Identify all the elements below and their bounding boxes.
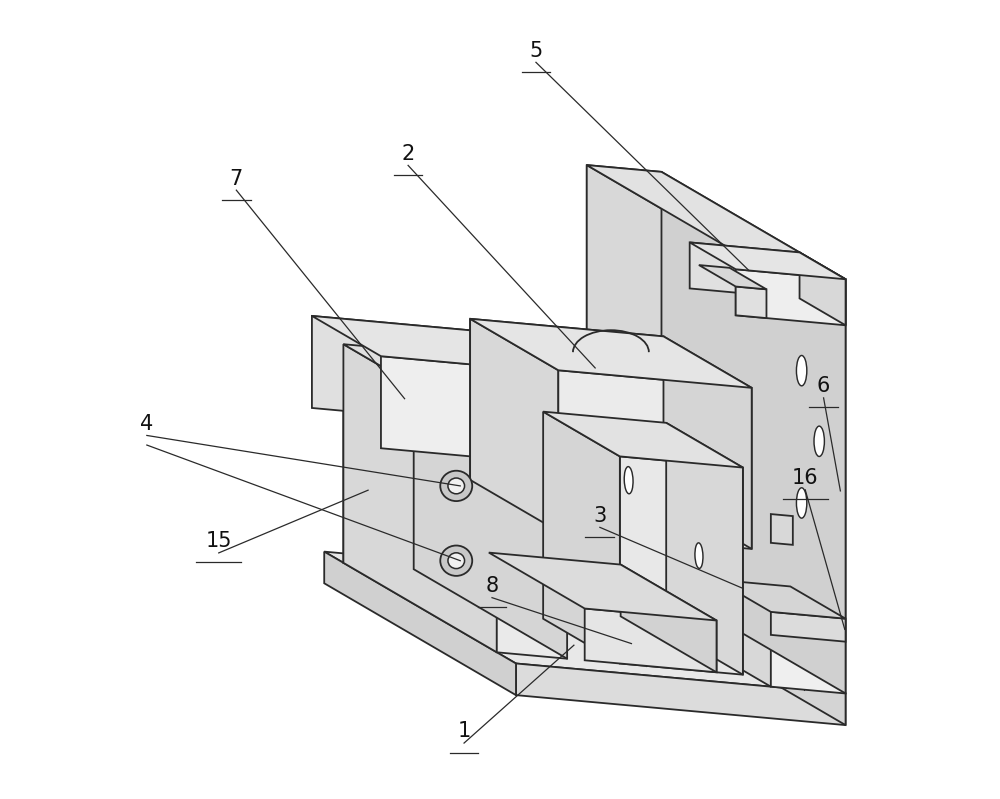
Ellipse shape <box>624 467 633 494</box>
Text: 3: 3 <box>593 506 606 526</box>
Polygon shape <box>497 434 567 658</box>
Polygon shape <box>771 612 846 642</box>
Polygon shape <box>324 551 516 695</box>
Polygon shape <box>381 356 645 472</box>
Polygon shape <box>558 370 752 549</box>
Polygon shape <box>690 242 800 299</box>
Polygon shape <box>543 411 743 467</box>
Text: 4: 4 <box>140 414 153 434</box>
Ellipse shape <box>448 478 465 494</box>
Polygon shape <box>620 456 743 674</box>
Polygon shape <box>587 165 846 279</box>
Polygon shape <box>771 272 846 694</box>
Text: 15: 15 <box>206 531 232 551</box>
Polygon shape <box>343 344 414 569</box>
Polygon shape <box>324 551 846 694</box>
Text: 5: 5 <box>529 41 543 61</box>
Polygon shape <box>621 565 717 672</box>
Polygon shape <box>736 269 846 325</box>
Text: 1: 1 <box>457 721 471 741</box>
Polygon shape <box>470 319 752 388</box>
Text: 2: 2 <box>401 144 415 164</box>
Polygon shape <box>736 287 766 318</box>
Text: 8: 8 <box>485 576 499 596</box>
Polygon shape <box>516 663 846 725</box>
Polygon shape <box>312 316 645 380</box>
Ellipse shape <box>796 356 807 386</box>
Polygon shape <box>587 165 771 686</box>
Polygon shape <box>343 344 497 652</box>
Polygon shape <box>587 165 661 586</box>
Text: 16: 16 <box>792 468 819 488</box>
Ellipse shape <box>440 546 472 576</box>
Polygon shape <box>470 319 663 498</box>
Polygon shape <box>470 319 558 531</box>
Polygon shape <box>654 582 846 725</box>
Polygon shape <box>312 316 576 432</box>
Polygon shape <box>414 351 567 658</box>
Polygon shape <box>343 344 567 440</box>
Ellipse shape <box>796 487 807 519</box>
Polygon shape <box>699 265 766 289</box>
Polygon shape <box>585 609 717 672</box>
Ellipse shape <box>448 553 465 569</box>
Polygon shape <box>800 252 846 325</box>
Polygon shape <box>666 423 743 674</box>
Ellipse shape <box>440 471 472 501</box>
Text: 6: 6 <box>817 376 830 396</box>
Polygon shape <box>771 514 793 545</box>
Ellipse shape <box>814 426 824 456</box>
Polygon shape <box>663 336 752 549</box>
Polygon shape <box>576 340 645 472</box>
Polygon shape <box>661 172 846 694</box>
Polygon shape <box>716 579 846 618</box>
Polygon shape <box>543 411 620 663</box>
Polygon shape <box>690 242 846 279</box>
Ellipse shape <box>695 543 703 568</box>
Polygon shape <box>489 553 717 621</box>
Text: 7: 7 <box>230 169 243 189</box>
